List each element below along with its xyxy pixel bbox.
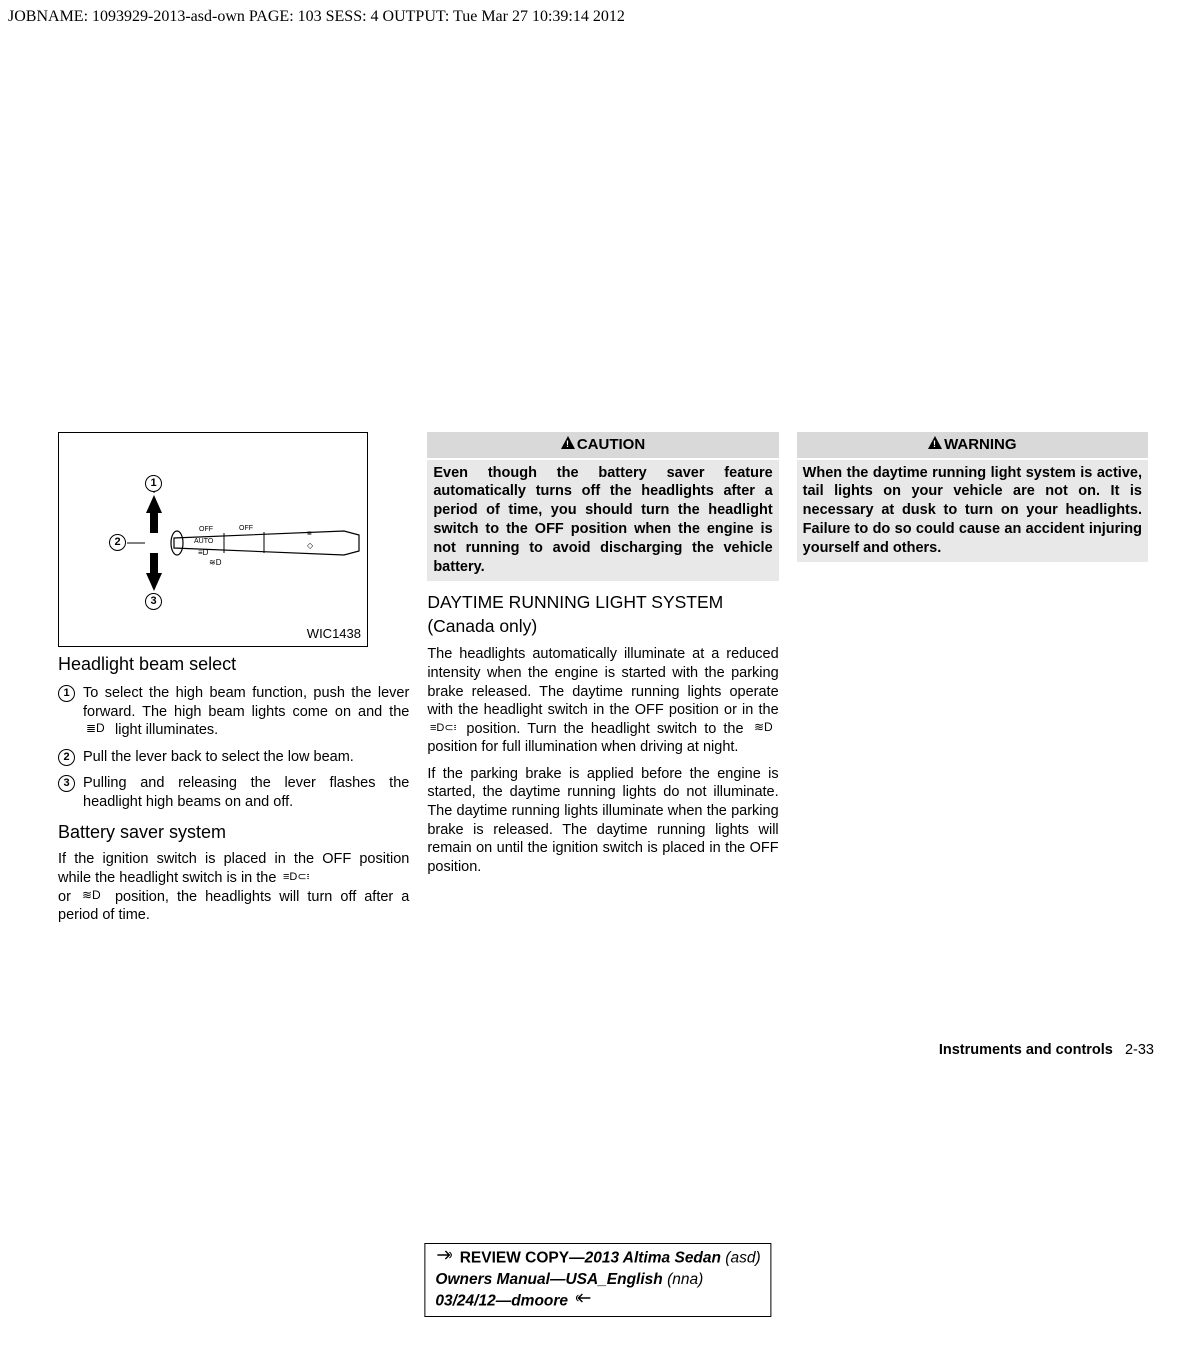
- review-l2a: Owners Manual—USA_English: [435, 1271, 662, 1288]
- review-l1b: 2013 Altima Sedan: [585, 1250, 721, 1267]
- drl-para-2: If the parking brake is applied before t…: [427, 765, 778, 876]
- review-line-1: REVIEW COPY—2013 Altima Sedan (asd): [435, 1248, 760, 1269]
- list-item-2: 2 Pull the lever back to select the low …: [58, 748, 409, 767]
- svg-text:OFF: OFF: [239, 525, 253, 532]
- headlight-diagram: OFF OFF AUTO ≡D ≋D ≡ ◇ 1 2 3 WI: [58, 432, 368, 647]
- footer-section: Instruments and controls: [939, 1042, 1113, 1058]
- warning-triangle-icon: !: [928, 435, 942, 454]
- item1-text: To select the high beam function, push t…: [83, 685, 409, 720]
- list-item-1: 1 To select the high beam function, push…: [58, 684, 409, 740]
- column-2: ! CAUTION Even though the battery saver …: [427, 432, 778, 933]
- content-columns: OFF OFF AUTO ≡D ≋D ≡ ◇ 1 2 3 WI: [58, 432, 1148, 933]
- review-l3a: 03/24/12—dmoore: [435, 1292, 568, 1309]
- diagram-callout-1: 1: [145, 475, 162, 492]
- list-item-3: 3 Pulling and releasing the lever flashe…: [58, 774, 409, 811]
- drl-subheading: (Canada only): [427, 615, 778, 637]
- pointer-left-icon: [572, 1291, 592, 1312]
- svg-text:≡D⊂≡: ≡D⊂≡: [430, 722, 456, 733]
- column-1: OFF OFF AUTO ≡D ≋D ≡ ◇ 1 2 3 WI: [58, 432, 409, 933]
- battery-p1b: or: [58, 889, 71, 905]
- diagram-id: WIC1438: [307, 626, 361, 643]
- list-text-1: To select the high beam function, push t…: [83, 684, 409, 740]
- drl-p1c: position for full illumination when driv…: [427, 739, 738, 755]
- caution-triangle-icon: !: [561, 435, 575, 454]
- list-text-2: Pull the lever back to select the low be…: [83, 748, 409, 767]
- column-3: ! WARNING When the daytime running light…: [797, 432, 1148, 933]
- svg-text:!: !: [933, 439, 936, 449]
- battery-para: If the ignition switch is placed in the …: [58, 850, 409, 924]
- diagram-callout-3: 3: [145, 593, 162, 610]
- drl-p1a: The headlights automatically illuminate …: [427, 646, 778, 718]
- list-num-3: 3: [58, 775, 75, 792]
- battery-p1a: If the ignition switch is placed in the …: [58, 851, 409, 886]
- list-num-1: 1: [58, 685, 75, 702]
- headlight-icon-2: ≋D: [754, 720, 776, 739]
- diagram-svg: OFF OFF AUTO ≡D ≋D ≡ ◇: [59, 433, 369, 648]
- parking-light-icon: ≡D⊂≡: [283, 869, 309, 888]
- svg-text:OFF: OFF: [199, 526, 213, 533]
- svg-text:≋D: ≋D: [754, 721, 773, 733]
- review-l1a: REVIEW COPY—: [460, 1250, 585, 1267]
- warning-body: When the daytime running light system is…: [797, 460, 1148, 562]
- headlight-beam-heading: Headlight beam select: [58, 653, 409, 676]
- caution-label: CAUTION: [577, 436, 645, 453]
- warning-banner: ! WARNING: [797, 432, 1148, 458]
- drl-heading: DAYTIME RUNNING LIGHT SYSTEM: [427, 591, 778, 613]
- review-copy-box: REVIEW COPY—2013 Altima Sedan (asd) Owne…: [424, 1243, 771, 1317]
- review-line-2: Owners Manual—USA_English (nna): [435, 1270, 760, 1291]
- pointer-right-icon: [435, 1248, 455, 1269]
- warning-label: WARNING: [944, 436, 1017, 453]
- drl-para-1: The headlights automatically illuminate …: [427, 645, 778, 756]
- jobname-header: JOBNAME: 1093929-2013-asd-own PAGE: 103 …: [8, 8, 625, 26]
- headlight-icon: ≋D: [82, 888, 104, 907]
- drl-p1b: position. Turn the headlight switch to t…: [466, 721, 743, 737]
- list-text-3: Pulling and releasing the lever flashes …: [83, 774, 409, 811]
- review-l1c: (asd): [721, 1250, 761, 1267]
- svg-text:≋D: ≋D: [209, 558, 222, 567]
- svg-text:≡D: ≡D: [198, 548, 209, 557]
- caution-body: Even though the battery saver feature au…: [427, 460, 778, 581]
- list-num-2: 2: [58, 749, 75, 766]
- svg-text:≣D: ≣D: [86, 722, 105, 734]
- high-beam-icon: ≣D: [86, 721, 108, 740]
- caution-banner: ! CAUTION: [427, 432, 778, 458]
- svg-text:≋D: ≋D: [82, 889, 101, 901]
- svg-text:≡D⊂≡: ≡D⊂≡: [283, 871, 309, 882]
- battery-p1c: position, the headlights will turn off a…: [58, 889, 409, 924]
- svg-text:◇: ◇: [307, 541, 314, 550]
- review-line-3: 03/24/12—dmoore: [435, 1291, 760, 1312]
- item1-tail: light illuminates.: [115, 722, 218, 738]
- svg-text:≡: ≡: [307, 529, 312, 538]
- parking-light-icon-2: ≡D⊂≡: [430, 720, 456, 739]
- svg-text:!: !: [566, 439, 569, 449]
- page-footer: Instruments and controls 2-33: [939, 1042, 1154, 1058]
- footer-page: 2-33: [1125, 1042, 1154, 1058]
- svg-text:AUTO: AUTO: [194, 538, 214, 545]
- review-l2b: (nna): [663, 1271, 704, 1288]
- diagram-callout-2: 2: [109, 534, 126, 551]
- battery-saver-heading: Battery saver system: [58, 821, 409, 844]
